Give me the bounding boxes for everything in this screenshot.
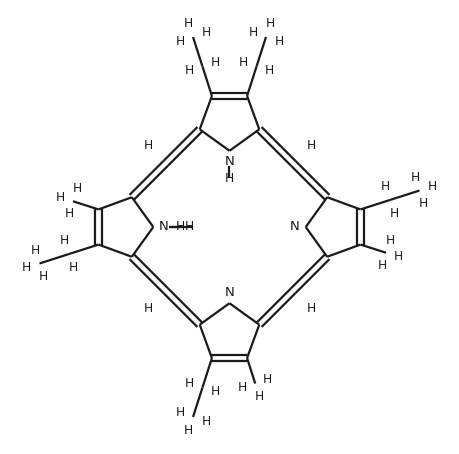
Text: H: H	[202, 26, 211, 39]
Text: H: H	[307, 302, 316, 315]
Text: H: H	[428, 180, 437, 193]
Text: H: H	[184, 424, 193, 437]
Text: H: H	[185, 377, 194, 390]
Text: H: H	[184, 17, 193, 30]
Text: H: H	[175, 406, 185, 419]
Text: H: H	[143, 302, 152, 315]
Text: H: H	[39, 270, 48, 283]
Text: H: H	[31, 244, 40, 257]
Text: H: H	[211, 56, 220, 69]
Text: H: H	[68, 261, 78, 274]
Text: N: N	[224, 155, 235, 168]
Text: H: H	[176, 221, 185, 233]
Text: H: H	[265, 64, 274, 77]
Text: H: H	[211, 385, 220, 398]
Text: H: H	[175, 35, 185, 48]
Text: H: H	[386, 234, 395, 247]
Text: H: H	[411, 171, 420, 184]
Text: H: H	[248, 26, 257, 39]
Text: N: N	[224, 286, 235, 299]
Text: H: H	[238, 381, 247, 394]
Text: H: H	[64, 207, 73, 220]
Text: H: H	[266, 17, 275, 30]
Text: H: H	[202, 415, 211, 428]
Text: H: H	[239, 56, 248, 69]
Text: N: N	[159, 221, 169, 233]
Text: H: H	[274, 35, 284, 48]
Text: H: H	[185, 221, 194, 233]
Text: H: H	[263, 373, 272, 386]
Text: H: H	[22, 261, 31, 274]
Text: H: H	[381, 180, 391, 193]
Text: H: H	[56, 191, 65, 204]
Text: H: H	[394, 250, 403, 263]
Text: H: H	[60, 234, 69, 247]
Text: H: H	[185, 64, 194, 77]
Text: H: H	[307, 139, 316, 152]
Text: H: H	[390, 207, 399, 220]
Text: H: H	[377, 259, 386, 272]
Text: H: H	[419, 197, 428, 210]
Text: H: H	[225, 172, 234, 185]
Text: N: N	[290, 221, 300, 233]
Text: H: H	[73, 182, 82, 195]
Text: H: H	[143, 139, 152, 152]
Text: H: H	[255, 390, 264, 403]
